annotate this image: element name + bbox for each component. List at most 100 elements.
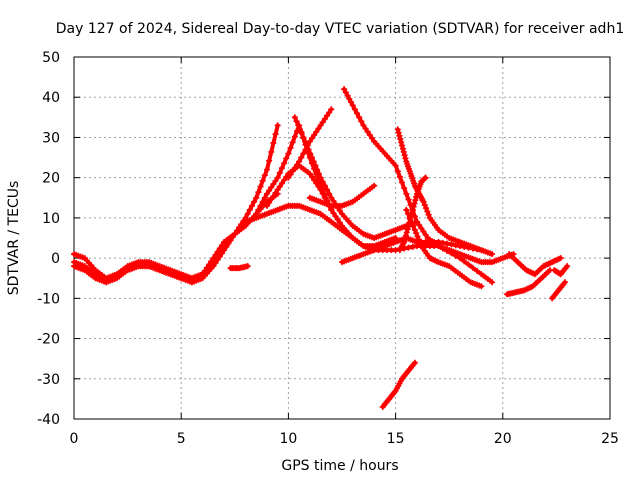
series-arc-17: [379, 359, 418, 410]
data-point-interp: [315, 183, 322, 190]
data-point: [411, 359, 418, 366]
data-point-interp: [272, 177, 279, 184]
series-arc-11: [306, 182, 378, 209]
data-point-interp: [420, 228, 427, 235]
data-point: [489, 279, 496, 286]
data-point: [285, 174, 292, 181]
data-point-interp: [312, 162, 319, 169]
data-point-interp: [397, 136, 404, 143]
data-point-interp: [465, 261, 472, 268]
data-point: [371, 182, 378, 189]
data-point-interp: [326, 109, 333, 116]
data-point: [349, 102, 356, 109]
data-point-interp: [289, 139, 296, 146]
data-point-interp: [409, 243, 416, 250]
data-point-interp: [342, 89, 349, 96]
data-point: [308, 154, 315, 161]
data-point-interp: [423, 205, 430, 212]
y-tick-label: -40: [37, 412, 60, 428]
data-point: [263, 190, 270, 197]
data-point: [394, 126, 401, 133]
data-point-interp: [291, 133, 298, 140]
series-arc-8: [263, 162, 399, 250]
data-point: [328, 194, 335, 201]
data-point-interp: [270, 181, 277, 188]
y-tick-label: 0: [51, 251, 60, 267]
data-point-interp: [399, 179, 406, 186]
data-point-interp: [403, 229, 410, 236]
data-point-interp: [321, 182, 328, 189]
data-point-interp: [414, 233, 421, 240]
data-point-interp: [270, 193, 277, 200]
data-point-interp: [448, 241, 455, 248]
data-point: [341, 86, 348, 93]
data-point-interp: [330, 210, 337, 217]
data-point: [401, 239, 408, 246]
data-point-interp: [321, 115, 328, 122]
data-point-interp: [412, 197, 419, 204]
data-point-interp: [283, 155, 290, 162]
x-tick-label: 10: [279, 431, 297, 447]
series-arc-2: [71, 190, 281, 282]
data-point-interp: [421, 202, 428, 209]
data-point-interp: [272, 189, 279, 196]
data-point-interp: [272, 131, 279, 138]
y-tick-label: -10: [37, 291, 60, 307]
data-point-interp: [259, 177, 266, 184]
x-tick-labels: 0 5 10 15 20 25: [70, 431, 619, 447]
data-point-interp: [400, 148, 407, 155]
data-point: [244, 263, 251, 270]
x-tick-label: 0: [70, 431, 79, 447]
data-point: [300, 134, 307, 141]
data-point-interp: [362, 125, 369, 132]
y-tick-label: -20: [37, 332, 60, 348]
data-point-interp: [313, 180, 320, 187]
data-point-interp: [223, 243, 230, 250]
data-point-interp: [332, 213, 339, 220]
data-point-interp: [469, 264, 476, 271]
series-arc-13: [339, 235, 485, 266]
series-arc-3: [71, 263, 206, 286]
data-point-interp: [315, 125, 322, 132]
series-arc-16: [396, 174, 429, 254]
data-point-interp: [405, 244, 412, 251]
data-point-interp: [319, 190, 326, 197]
data-point-interp: [422, 231, 429, 238]
data-point-interp: [251, 198, 258, 205]
data-point: [291, 114, 298, 121]
data-point-interp: [293, 161, 300, 168]
data-point-interp: [402, 155, 409, 162]
data-point-interp: [268, 196, 275, 203]
data-point-interp: [402, 232, 409, 239]
data-point-interp: [236, 224, 243, 231]
data-point-interp: [424, 208, 431, 215]
data-point: [403, 190, 410, 197]
y-axis-label: SDTVAR / TECUs: [6, 181, 22, 296]
data-point: [399, 142, 406, 149]
data-point: [414, 218, 421, 225]
data-point: [317, 186, 324, 193]
data-point-interp: [305, 146, 312, 153]
data-point-interp: [261, 194, 268, 201]
data-point-interp: [395, 129, 402, 136]
data-point-interp: [425, 211, 432, 218]
chart-title: Day 127 of 2024, Sidereal Day-to-day VTE…: [56, 21, 624, 37]
y-tick-label: 20: [42, 171, 60, 187]
series-arc-10: [291, 114, 421, 241]
data-point-interp: [444, 240, 451, 247]
data-point-interp: [266, 199, 273, 206]
data-point-interp: [257, 202, 264, 209]
y-tick-labels: -40 -30 -20 -10 0 10 20 30 40 50: [37, 50, 60, 428]
data-point: [557, 255, 564, 262]
data-point: [274, 174, 281, 181]
x-axis-label: GPS time / hours: [281, 458, 398, 474]
data-point-interp: [266, 157, 273, 164]
data-point-interp: [244, 210, 251, 217]
data-point: [274, 186, 281, 193]
data-point-interp: [310, 158, 317, 165]
data-point-interp: [396, 173, 403, 180]
data-point-interp: [278, 165, 285, 172]
data-point-interp: [238, 221, 245, 228]
data-point-interp: [439, 239, 446, 246]
data-point: [403, 206, 410, 213]
